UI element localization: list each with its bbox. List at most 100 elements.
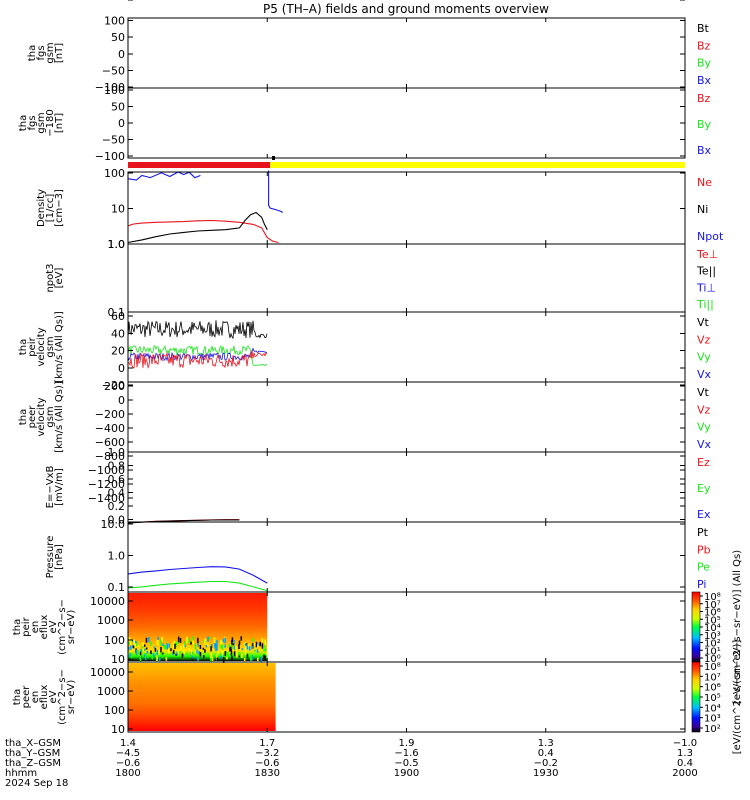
y-tick-label: 10	[111, 723, 125, 736]
legend-pe: Pe	[697, 561, 710, 574]
series-line-red	[127, 350, 268, 369]
spectrogram-pixel	[224, 637, 226, 644]
spectrogram-pixel	[172, 649, 175, 654]
spectrogram-pixel	[257, 657, 259, 661]
spectrogram-pixel	[221, 641, 223, 646]
y-tick-label: 100	[104, 634, 125, 647]
y-tick-label: −100	[95, 81, 125, 94]
series-line-blue	[127, 566, 268, 584]
spectrogram-pixel	[264, 647, 267, 652]
spectrogram-pixel	[226, 651, 229, 658]
spectrogram-pixel	[175, 641, 177, 648]
spectrogram-pixel	[161, 654, 164, 658]
legend-ne: Ne	[697, 176, 712, 189]
legend-ez: Ez	[697, 456, 710, 469]
legend-ti: Ti⊥	[696, 281, 716, 294]
figure-title: P5 (TH–A) fields and ground moments over…	[263, 2, 549, 16]
spectrogram-pixel	[170, 648, 172, 652]
y-tick-label: 200	[104, 380, 125, 393]
spectrogram-pixel	[236, 651, 238, 658]
y-axis-label: thapeervelocitygsm[km/s (All Qs)]	[18, 381, 65, 453]
spectrogram-pixel	[226, 655, 228, 660]
spectrogram-pixel	[133, 639, 135, 644]
y-axis-label-line: [nT]	[54, 43, 65, 63]
series-line-black	[127, 320, 268, 340]
spectrogram-pixel	[133, 643, 136, 647]
colorbar-tick-label: 10²	[704, 639, 721, 650]
legend-bx: Bx	[697, 144, 712, 157]
spectrogram-pixel	[233, 651, 236, 657]
spectrogram-pixel	[130, 645, 132, 650]
footer-value: 1.3	[677, 748, 693, 759]
spectrogram-pixel	[145, 647, 148, 650]
y-tick-label: 0	[118, 362, 125, 375]
footer-value: 1930	[533, 768, 558, 779]
panel-3: 100 10 1.0 Density[1/cc][cm−3] Ne Ni Npot	[36, 167, 724, 251]
spectrogram-pixel	[143, 644, 146, 647]
spectrogram-pixel	[259, 641, 262, 647]
spectrogram-pixel	[199, 644, 202, 649]
y-tick-label: 20	[111, 345, 125, 358]
colorbar-tick-label: 10²	[704, 724, 721, 735]
spectrogram-pixel	[194, 648, 197, 654]
spectrogram-pixel	[251, 655, 254, 661]
y-axis-label-line: [km/s (All Qs)]	[54, 381, 65, 453]
y-tick-label: 10	[111, 203, 125, 216]
spectrogram-pixel	[233, 645, 236, 650]
y-axis-label-line: −180	[45, 109, 56, 136]
status-bar-yellow	[270, 162, 685, 168]
spectrogram-pixel	[221, 644, 224, 650]
panel-10: 10000 1000 100 10 thapeerenefluxeV(cm^2−s−sr…	[12, 661, 686, 736]
spectrogram-pixel	[244, 646, 247, 652]
spectrogram-pixel	[260, 657, 263, 663]
y-axis-label: thafgsgsm[nT]	[27, 42, 65, 63]
y-tick-label: −1000	[88, 464, 125, 477]
spectrogram-pixel	[145, 656, 147, 661]
footer-row-label: hhmm	[5, 768, 37, 779]
panel-9: 10000 1000 100 10 thapeirenefluxeV(cm^2−s−sr…	[12, 591, 686, 666]
legend-vx: Vx	[697, 368, 712, 381]
y-tick-label: 1.0	[108, 446, 126, 459]
y-axis-label-line: eflux	[39, 615, 50, 640]
spectrogram-pixel	[160, 652, 163, 658]
spectrogram-pixel	[177, 642, 179, 645]
y-tick-label: 10000	[90, 595, 125, 608]
y-tick-label: 100	[104, 704, 125, 717]
spectrogram-pixel	[225, 651, 228, 655]
spectrogram-pixel	[168, 649, 170, 654]
spectrogram-pixel	[144, 653, 147, 658]
spectrogram-pixel	[231, 637, 234, 642]
footer-value: −0.6	[255, 758, 279, 769]
panel-frame	[127, 171, 686, 245]
y-axis-label: thapeerenefluxeV(cm^2−s−sr−eV)	[12, 669, 77, 725]
y-axis-label: npot3[eV]	[45, 263, 65, 292]
spectrogram-pixel	[154, 648, 157, 652]
spectrogram-pixel	[231, 640, 233, 646]
spectrogram-pixel	[246, 653, 249, 658]
spectrogram-pixel	[183, 648, 185, 655]
y-axis-label-line: [nT]	[54, 113, 65, 133]
spectrogram-pixel	[157, 636, 159, 640]
y-tick-label: −40	[102, 0, 125, 3]
spectrogram-pixel	[210, 657, 212, 662]
spectrogram-pixel	[134, 641, 137, 648]
spectrogram-pixel	[228, 644, 230, 648]
spectrogram-pixel	[186, 636, 188, 643]
legend-ey: Ey	[697, 482, 711, 495]
status-bar-red	[128, 162, 271, 168]
legend-vz: Vz	[697, 333, 711, 346]
spectrogram-pixel	[238, 640, 241, 645]
spectrogram-pixel	[129, 653, 131, 658]
legend-vt: Vt	[697, 386, 710, 399]
y-tick-label: 0.6	[108, 473, 126, 486]
spectrogram-pixel	[215, 648, 217, 652]
spectrogram-pixel	[131, 639, 134, 643]
y-tick-label: 0.0	[108, 514, 126, 527]
spectrogram-pixel	[162, 643, 164, 647]
spectrogram-pixel	[204, 649, 206, 653]
colorbar-tick-label: 10⁰	[704, 654, 721, 665]
spectrogram-pixel	[137, 644, 140, 648]
y-axis-label-line: peir	[27, 336, 38, 356]
panel-4: 1.0 0.1 npot3[eV] Te⊥ Te|| Ti⊥ Ti||	[45, 238, 718, 319]
spectrogram-pixel	[248, 643, 250, 647]
